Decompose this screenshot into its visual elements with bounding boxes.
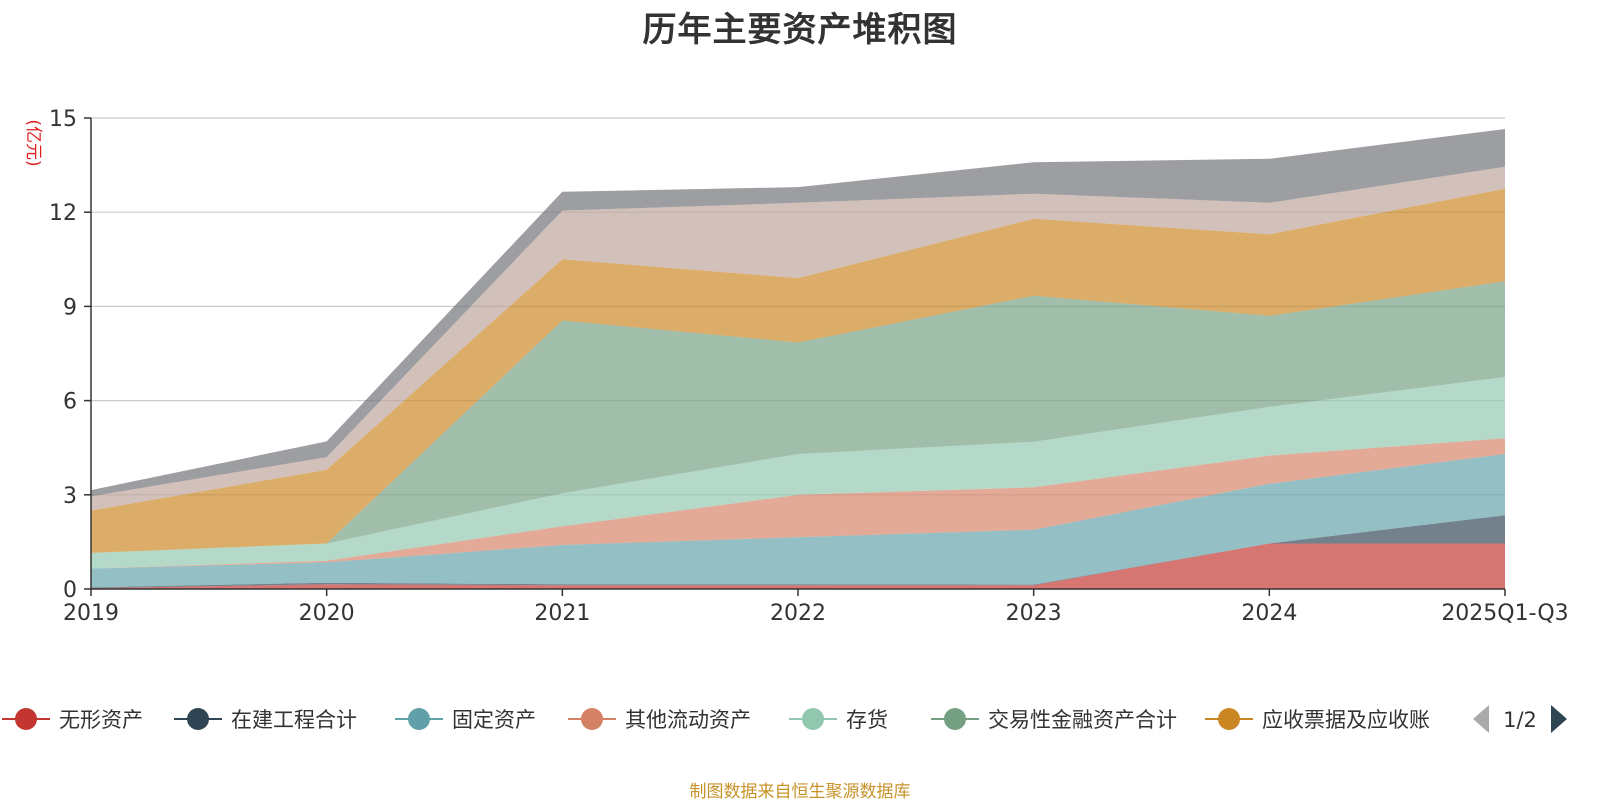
x-tick-label-2: 2021 [534,601,590,626]
legend-label-2: 固定资产 [452,708,536,732]
y-tick-label-1: 3 [63,484,77,509]
area-series-0 [91,543,1505,589]
area-series-2 [91,454,1505,588]
legend-label-6: 应收票据及应收账 [1262,708,1430,732]
legend-marker-4 [802,708,824,730]
legend-marker-0 [15,708,37,730]
y-tick-label-4: 12 [49,201,77,226]
legend-prev-page-icon[interactable] [1473,705,1489,733]
axes: 0 3 6 9 12 15 2019 2020 2021 2022 2023 2024 2025Q1-Q… [49,107,1569,626]
legend-page-indicator: 1/2 [1503,708,1537,732]
area-series-3 [91,438,1505,569]
legend-label-3: 其他流动资产 [625,708,751,732]
y-tick-label-0: 0 [63,578,77,603]
legend: 无形资产 在建工程合计 固定资产 其他流动资产 存货 交易性金融资产合计 应收票据及应收账 1… [2,705,1567,733]
x-tick-label-6: 2025Q1-Q3 [1441,601,1568,626]
x-tick-label-4: 2023 [1006,601,1062,626]
y-unit-label: (亿元) [23,119,43,166]
y-tick-label-2: 6 [63,390,77,415]
legend-label-5: 交易性金融资产合计 [988,708,1177,732]
legend-marker-2 [408,708,430,730]
x-tick-label-5: 2024 [1241,601,1297,626]
area-series [91,129,1505,589]
legend-label-1: 在建工程合计 [231,708,357,732]
legend-marker-5 [944,708,966,730]
source-note: 制图数据来自恒生聚源数据库 [689,782,911,802]
y-tick-label-5: 15 [49,107,77,132]
area-series-5 [91,281,1505,553]
area-series-7 [91,166,1505,511]
x-tick-label-3: 2022 [770,601,826,626]
legend-next-page-icon[interactable] [1551,705,1567,733]
y-tick-label-3: 9 [63,295,77,320]
area-series-4 [91,377,1505,569]
legend-marker-6 [1218,708,1240,730]
legend-marker-3 [581,708,603,730]
legend-marker-1 [187,708,209,730]
x-tick-label-0: 2019 [63,601,119,626]
area-series-6 [91,188,1505,553]
chart-title: 历年主要资产堆积图 [642,10,958,50]
x-tick-label-1: 2020 [299,601,355,626]
legend-label-0: 无形资产 [59,708,143,732]
area-series-8 [91,129,1505,497]
legend-label-4: 存货 [846,708,888,732]
